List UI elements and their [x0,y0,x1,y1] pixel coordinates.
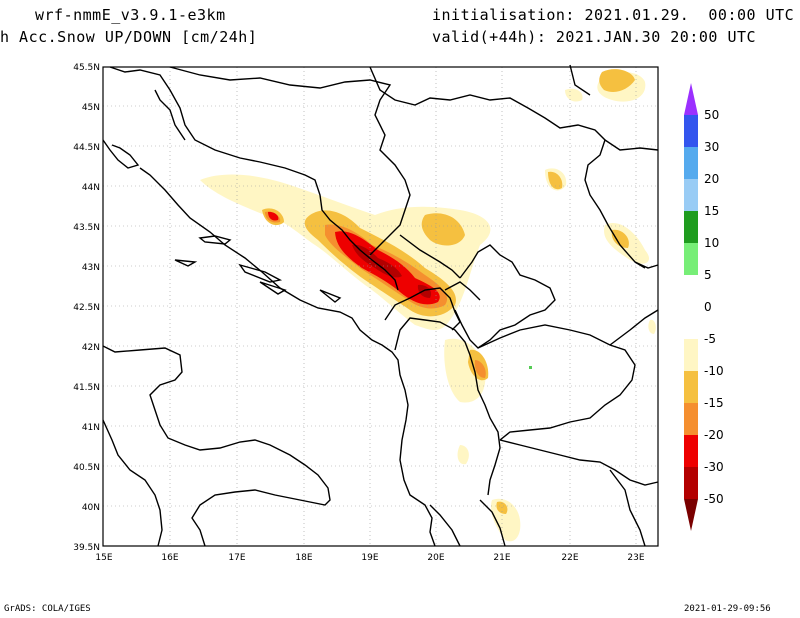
grid-lines [103,67,658,546]
legend-swatch [684,115,698,147]
lat-label: 45N [82,103,100,113]
legend-swatch [684,435,698,467]
lon-label: 19E [361,553,378,563]
legend-label: -30 [704,460,724,474]
lon-label: 15E [95,553,112,563]
valid-time: valid(+44h): 2021.JAN.30 20:00 UTC [432,28,757,46]
lat-label: 42.5N [73,303,100,313]
credit: GrADS: COLA/IGES [4,604,91,614]
lat-label: 40N [82,503,100,513]
lat-label: 41.5N [73,383,100,393]
legend-label: 20 [704,172,719,186]
legend-swatch [684,403,698,435]
legend-label: 10 [704,236,719,250]
legend-label: 30 [704,140,719,154]
lat-label: 43.5N [73,223,100,233]
legend-label: -10 [704,364,724,378]
lon-label: 18E [295,553,312,563]
legend-swatch [684,147,698,179]
field-title: h Acc.Snow UP/DOWN [cm/24h] [0,28,258,46]
lat-label: 44.5N [73,143,100,153]
lon-label: 23E [627,553,644,563]
legend-label: -50 [704,492,724,506]
lon-label: 21E [493,553,510,563]
lat-label: 44N [82,183,100,193]
lon-label: 22E [561,553,578,563]
legend-swatch [684,307,698,339]
legend-label: 5 [704,268,712,282]
legend-label: -15 [704,396,724,410]
init-time: initialisation: 2021.01.29. 00:00 UTC [432,6,795,24]
lon-label: 20E [427,553,444,563]
lat-label: 43N [82,263,100,273]
legend-arrow-top [684,83,698,115]
legend-label: -20 [704,428,724,442]
lat-labels: 45.5N 45N 44.5N 44N 43.5N 43N 42.5N 42N … [73,63,100,553]
legend-swatch [684,339,698,371]
legend-swatch [684,371,698,403]
lat-label: 42N [82,343,100,353]
lon-label: 17E [228,553,245,563]
legend-arrow-bottom [684,499,698,531]
legend-label: 15 [704,204,719,218]
borders [102,64,659,547]
legend-label: 0 [704,300,712,314]
lon-labels: 15E 16E 17E 18E 19E 20E 21E 22E 23E [95,553,644,563]
legend-swatch [684,211,698,243]
lat-label: 40.5N [73,463,100,473]
lon-label: 16E [161,553,178,563]
legend-swatch [684,467,698,499]
lat-label: 39.5N [73,543,100,553]
timestamp: 2021-01-29-09:56 [684,604,771,614]
map-frame [102,66,659,547]
lat-label: 41N [82,423,100,433]
legend-swatch [684,179,698,211]
model-title: wrf-nmmE_v3.9.1-e3km [35,6,226,24]
legend-label: 50 [704,108,719,122]
legend-swatch [684,275,698,307]
snow-field [200,69,656,542]
lat-label: 45.5N [73,63,100,73]
legend-swatch [684,243,698,275]
legend-label: -5 [704,332,716,346]
